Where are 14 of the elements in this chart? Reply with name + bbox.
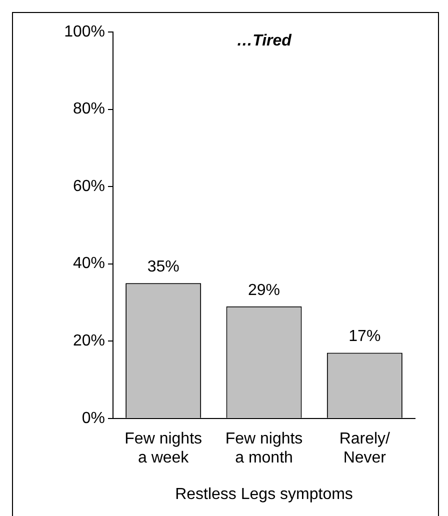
x-tick-label: Rarely/ Never xyxy=(339,430,391,467)
y-tick-label: 20% xyxy=(72,332,105,350)
data-label: 29% xyxy=(248,282,280,299)
x-tick-label: Few nights a week xyxy=(124,430,202,467)
y-tick-label: 100% xyxy=(64,23,105,40)
y-tick-label: 0% xyxy=(82,410,105,427)
data-label: 35% xyxy=(147,258,180,276)
y-tick-label: 40% xyxy=(72,255,105,272)
y-tick-label: 60% xyxy=(72,178,105,195)
x-axis-title: Restless Legs symptoms xyxy=(175,486,353,503)
chart-title: …Tired xyxy=(236,32,293,50)
data-label: 17% xyxy=(348,328,381,346)
x-tick-label: Few nights a month xyxy=(225,430,303,467)
y-tick-label: 80% xyxy=(72,100,105,118)
